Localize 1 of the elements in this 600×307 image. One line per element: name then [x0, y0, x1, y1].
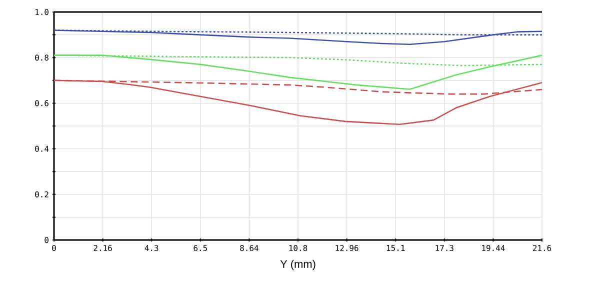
x-axis-title: Y (mm): [280, 260, 316, 270]
